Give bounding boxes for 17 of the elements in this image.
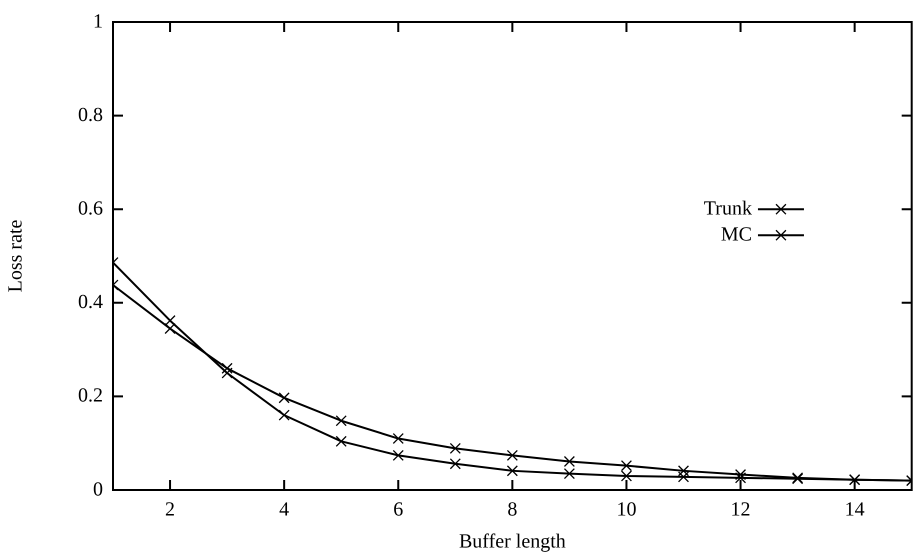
y-tick-label: 0.2 — [78, 384, 103, 407]
y-axis-title: Loss rate — [4, 220, 26, 292]
y-tick-label: 0.6 — [78, 197, 103, 220]
y-tick-label: 0.4 — [78, 291, 103, 314]
x-tick-label: 6 — [393, 498, 404, 520]
x-tick-label: 4 — [279, 498, 290, 520]
x-tick-label: 14 — [844, 498, 865, 520]
y-tick-label: 0 — [93, 478, 103, 500]
legend-label: Trunk — [704, 197, 752, 220]
x-tick-label: 2 — [165, 498, 176, 520]
x-tick-label: 10 — [616, 498, 636, 520]
x-axis-title: Buffer length — [458, 530, 566, 552]
legend-label: MC — [720, 223, 752, 246]
y-tick-label: 1 — [93, 10, 103, 32]
y-tick-label: 0.8 — [78, 104, 103, 126]
x-tick-label: 8 — [507, 498, 518, 520]
x-tick-label: 12 — [730, 498, 751, 520]
